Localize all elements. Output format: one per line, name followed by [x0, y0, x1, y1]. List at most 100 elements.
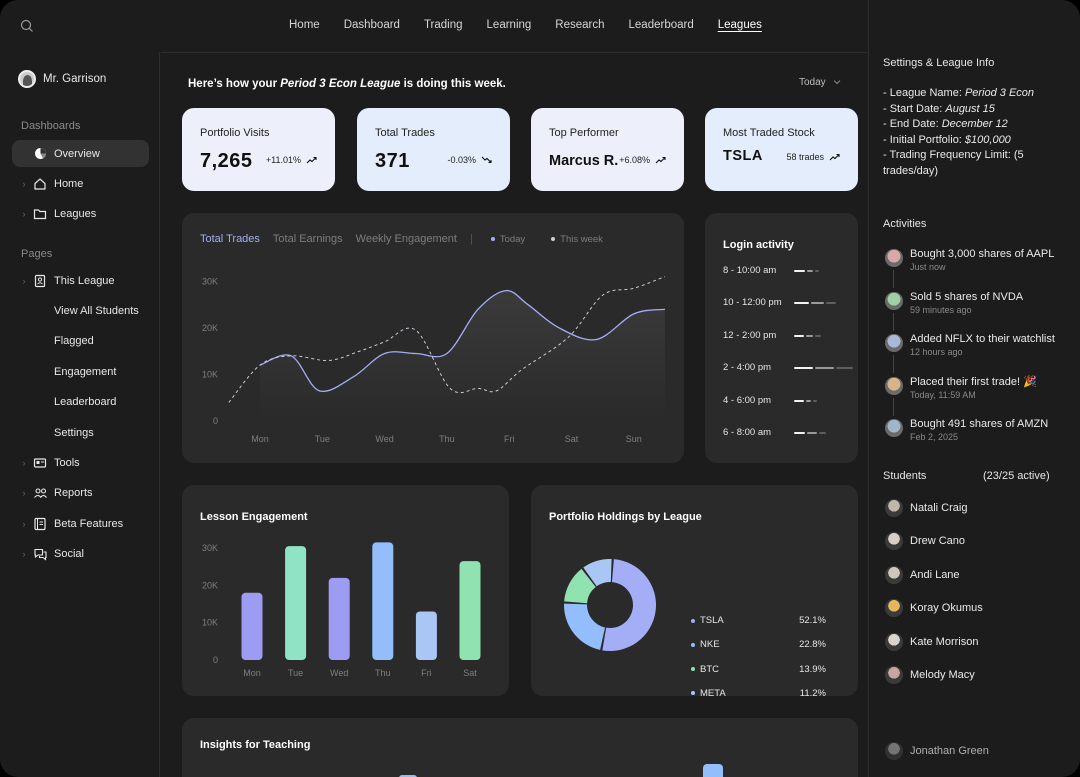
student-item[interactable]: Koray Okumus — [885, 599, 983, 617]
legend-item-nke: NKE 22.8% — [691, 639, 826, 650]
activity-description: Placed their first trade! 🎉 — [910, 375, 1037, 388]
sidebar-item-this-league[interactable]: › This League — [12, 267, 149, 294]
x-tick-label: Sat — [565, 434, 579, 444]
activity-item[interactable]: Placed their first trade! 🎉 Today, 11:59 … — [885, 376, 1075, 402]
sidebar-subitem-settings[interactable]: Settings — [12, 419, 149, 446]
kpi-value: TSLA — [723, 148, 763, 164]
tab-weekly-engagement[interactable]: Weekly Engagement — [355, 233, 457, 245]
page-headline: Here’s how your Period 3 Econ League is … — [188, 78, 506, 90]
tab-total-trades[interactable]: Total Trades — [200, 233, 260, 245]
sidebar-subitem-leaderboard[interactable]: Leaderboard — [12, 388, 149, 415]
info-label: - Initial Portfolio: — [883, 133, 965, 146]
student-item[interactable]: Andi Lane — [885, 566, 960, 584]
activity-text: Sold 5 shares of NVDA 59 minutes ago — [910, 291, 1023, 317]
trend-up-icon — [655, 156, 666, 164]
kpi-delta: +11.01% — [266, 155, 317, 165]
activity-time: Just now — [910, 262, 946, 272]
activity-item[interactable]: Added NFLX to their watchlist 12 hours ag… — [885, 333, 1075, 359]
avatar — [885, 666, 903, 684]
nav-home[interactable]: Home — [289, 19, 320, 31]
activity-description: Bought 3,000 shares of AAPL — [910, 248, 1055, 260]
sidebar-item-reports[interactable]: › Reports — [12, 479, 149, 506]
insight-bar — [399, 775, 417, 777]
nav-dashboard[interactable]: Dashboard — [343, 19, 400, 31]
kpi-card-top-performer: Top Performer Marcus R. +6.08% — [531, 108, 684, 191]
avatar — [885, 376, 903, 395]
kpi-card-portfolio-visits: Portfolio Visits 7,265 +11.01% — [182, 108, 335, 191]
trades-line-chart: 0 10K 20K 30K Mon Tue Wed Thu Fri Sat Sun — [202, 276, 666, 444]
nav-leaderboard[interactable]: Leaderboard — [628, 19, 694, 31]
sidebar: Mr. Garrison Dashboards Overview › Home … — [0, 52, 160, 777]
x-tick-label: Fri — [421, 668, 432, 678]
sidebar-item-overview[interactable]: Overview — [12, 140, 149, 167]
legend-label: META — [700, 687, 726, 699]
legend-label: BTC — [700, 663, 719, 675]
kpi-delta: 58 trades — [786, 152, 840, 162]
period-dropdown[interactable]: Today — [799, 77, 841, 88]
x-tick-label: Thu — [439, 434, 455, 444]
nav-trading[interactable]: Trading — [423, 19, 463, 31]
student-item[interactable]: Melody Macy — [885, 666, 975, 684]
slice-tsla — [602, 559, 656, 651]
legend-item-tsla: TSLA 52.1% — [691, 615, 826, 626]
login-bar-segment — [813, 399, 817, 402]
nav-learning[interactable]: Learning — [486, 19, 532, 31]
legend-item-meta: META 11.2% — [691, 688, 826, 699]
tab-total-earnings[interactable]: Total Earnings — [272, 233, 343, 245]
legend-dot — [490, 237, 495, 241]
info-label: - League Name: — [883, 87, 965, 99]
timeline-connector — [893, 397, 894, 416]
x-tick-label: Sun — [626, 434, 642, 444]
chevron-right-icon: › — [22, 178, 26, 189]
kpi-delta-value: +11.01% — [265, 155, 301, 165]
user-profile[interactable]: Mr. Garrison — [18, 70, 106, 88]
login-bar-segment — [807, 270, 814, 272]
nav-leagues[interactable]: Leagues — [717, 19, 762, 31]
activity-item[interactable]: Bought 491 shares of AMZN Feb 2, 2025 — [885, 418, 1075, 444]
avatar — [885, 249, 903, 267]
login-bar-segment — [815, 367, 834, 370]
x-tick-label: Mon — [251, 434, 269, 444]
login-activity-card: Login activity 8 - 10:00 am 10 - 12:00 pm… — [705, 213, 858, 463]
sidebar-subitem-flagged[interactable]: Flagged — [12, 327, 149, 354]
sidebar-subitem-view-all-students[interactable]: View All Students — [12, 297, 149, 324]
sidebar-item-home[interactable]: › Home — [12, 170, 149, 197]
login-bar-segment — [815, 334, 821, 337]
student-item[interactable]: Natali Craig — [885, 499, 967, 517]
legend-percent: 22.8% — [799, 639, 826, 651]
sidebar-item-leagues[interactable]: › Leagues — [12, 200, 149, 227]
student-name: Natali Craig — [910, 502, 968, 514]
nav-research[interactable]: Research — [555, 19, 605, 31]
sidebar-item-tools[interactable]: › Tools — [12, 449, 149, 476]
activity-text: Bought 491 shares of AMZN Feb 2, 2025 — [910, 418, 1048, 444]
y-tick-label: 30K — [202, 543, 218, 553]
login-bar-segment — [815, 270, 819, 272]
search-icon[interactable] — [20, 19, 34, 33]
student-name: Andi Lane — [910, 569, 960, 581]
sidebar-item-beta-features[interactable]: › Beta Features — [12, 510, 149, 537]
activity-item[interactable]: Sold 5 shares of NVDA 59 minutes ago — [885, 291, 1075, 317]
avatar — [885, 499, 903, 517]
student-name: Drew Cano — [910, 535, 966, 547]
sidebar-item-label: Beta Features — [54, 517, 124, 530]
activity-time: 12 hours ago — [910, 347, 963, 357]
avatar — [885, 566, 903, 584]
sidebar-subitem-engagement[interactable]: Engagement — [12, 358, 149, 385]
top-nav: Home Dashboard Trading Learning Research… — [0, 0, 868, 52]
kpi-title: Portfolio Visits — [200, 127, 270, 139]
student-item[interactable]: Kate Morrison — [885, 633, 978, 651]
bar-fri — [415, 611, 437, 660]
student-item[interactable]: Jonathan Green — [885, 742, 989, 760]
kpi-title: Total Trades — [375, 127, 435, 139]
x-tick-label: Sat — [463, 668, 477, 678]
y-tick-label: 20K — [202, 580, 218, 590]
insights-card: Insights for Teaching — [182, 718, 858, 777]
sidebar-item-label: Home — [54, 177, 84, 190]
activity-item[interactable]: Bought 3,000 shares of AAPL Just now — [885, 248, 1075, 274]
chevron-down-icon — [834, 80, 841, 85]
y-tick-label: 20K — [202, 323, 218, 333]
sidebar-item-social[interactable]: › Social — [12, 540, 149, 567]
x-tick-label: Tue — [315, 434, 330, 444]
student-item[interactable]: Drew Cano — [885, 532, 965, 550]
chevron-right-icon: › — [22, 518, 26, 529]
